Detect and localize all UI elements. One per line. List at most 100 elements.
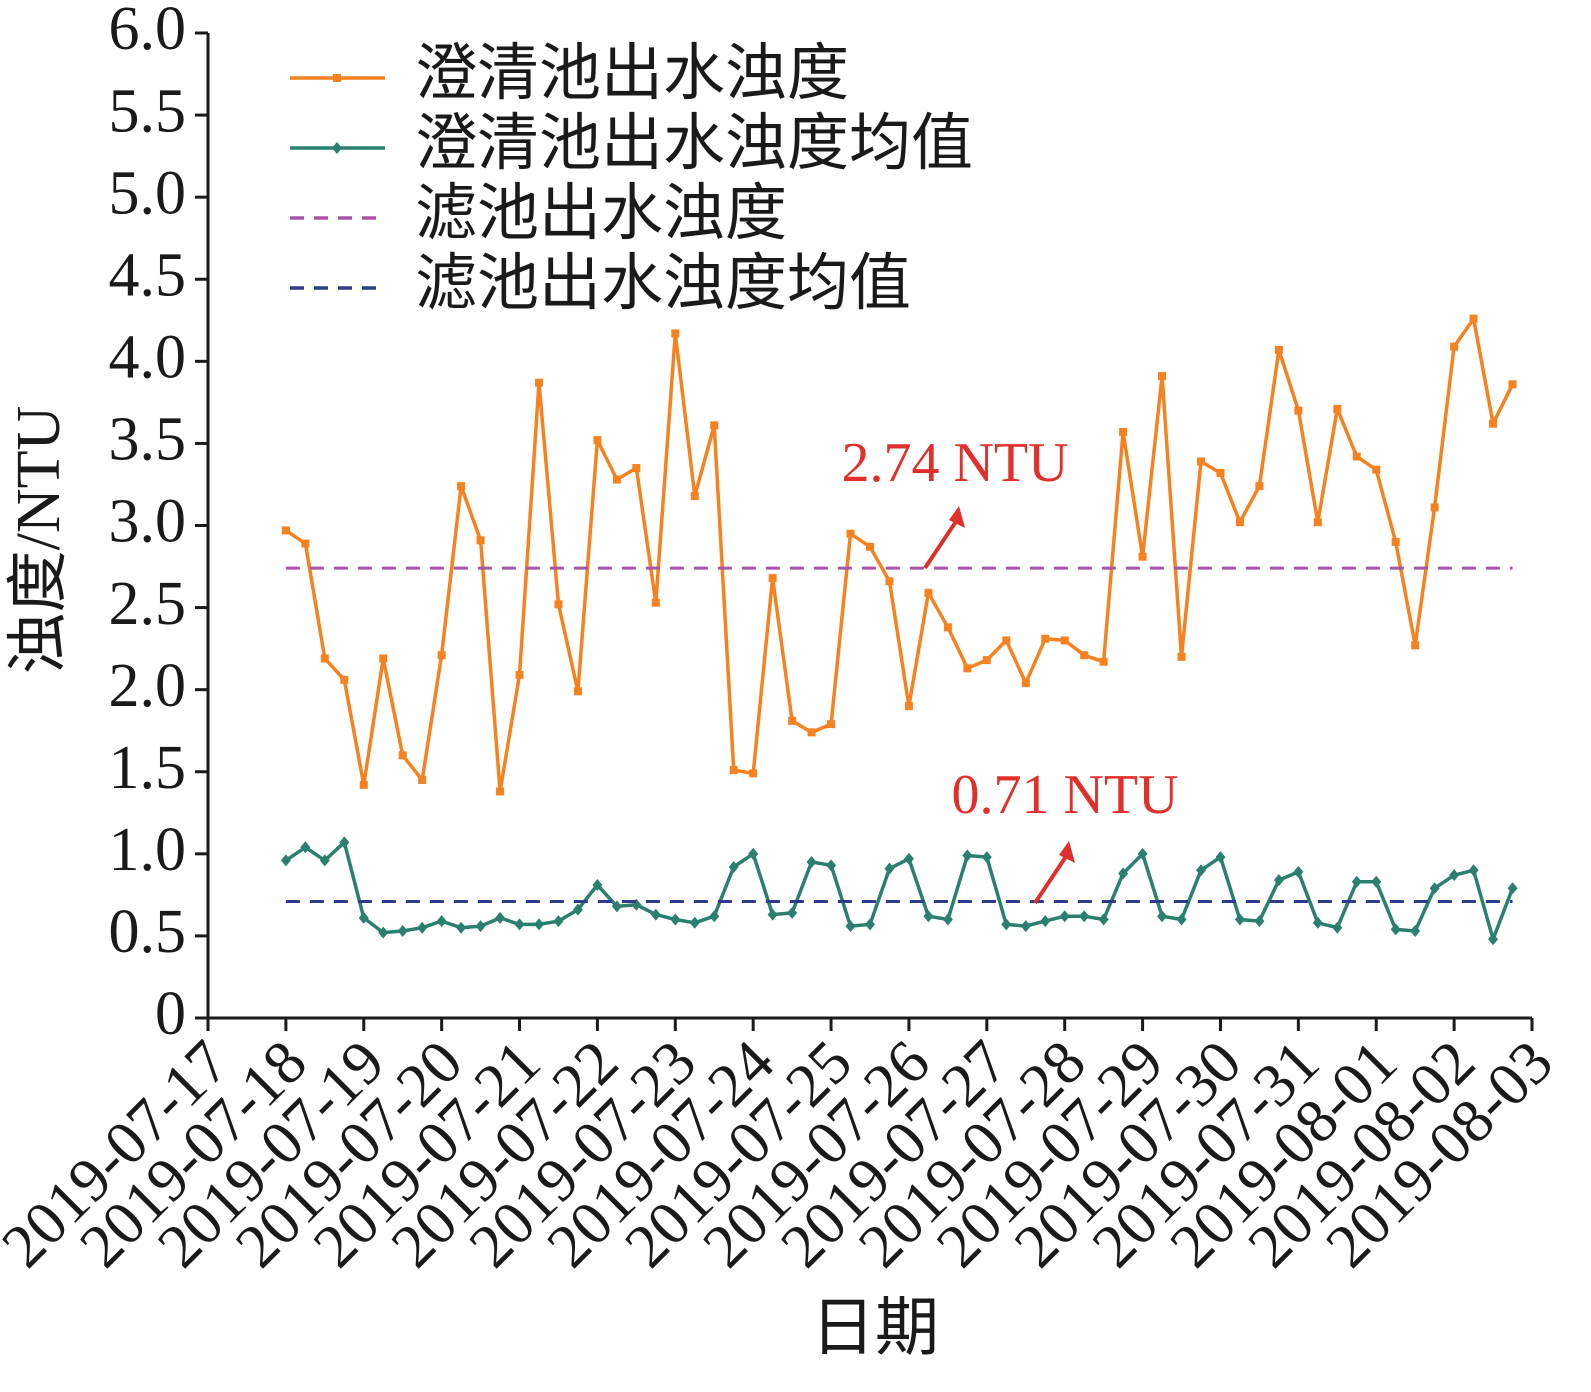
data-point xyxy=(1235,518,1244,527)
data-point xyxy=(904,702,913,711)
data-point xyxy=(768,574,777,583)
data-point xyxy=(1468,864,1479,877)
x-axis-label: 日期 xyxy=(811,1293,939,1364)
data-point xyxy=(1138,552,1147,561)
data-point xyxy=(670,913,681,926)
y-tick-label: 1.5 xyxy=(109,734,187,802)
data-point xyxy=(924,588,933,597)
data-point xyxy=(1273,874,1284,887)
data-point xyxy=(339,836,350,849)
data-point xyxy=(1332,921,1343,934)
data-point xyxy=(1351,875,1362,888)
data-point xyxy=(534,918,544,931)
data-point xyxy=(612,475,621,484)
data-point xyxy=(1177,652,1186,661)
data-point xyxy=(1429,882,1440,895)
data-point xyxy=(1197,457,1205,466)
data-point xyxy=(1430,503,1439,512)
legend-label: 滤池出水浊度均值 xyxy=(415,250,911,318)
data-point xyxy=(1216,468,1225,477)
data-point xyxy=(1274,345,1283,354)
data-point xyxy=(358,911,369,924)
data-point xyxy=(1059,910,1070,923)
data-point xyxy=(1215,851,1226,864)
data-point xyxy=(1099,657,1108,666)
y-tick-label: 5.5 xyxy=(109,77,187,145)
data-point xyxy=(1352,452,1361,461)
y-tick-label: 2.5 xyxy=(109,570,187,638)
data-point xyxy=(903,852,914,865)
data-point xyxy=(1489,419,1498,428)
data-point xyxy=(1119,427,1128,436)
y-tick-label: 0.5 xyxy=(109,898,187,966)
data-point xyxy=(398,751,407,760)
data-point xyxy=(1020,920,1031,933)
data-point xyxy=(1390,923,1401,936)
data-point xyxy=(535,378,543,387)
legend-marker xyxy=(333,74,341,82)
data-point xyxy=(1060,636,1069,645)
data-point xyxy=(1293,865,1304,878)
data-point xyxy=(923,910,934,923)
data-point xyxy=(1411,641,1420,650)
data-point xyxy=(495,911,506,924)
data-point xyxy=(1079,910,1090,923)
data-point xyxy=(827,720,836,729)
data-point xyxy=(319,854,330,867)
data-point xyxy=(378,926,389,939)
annotation: 0.71 NTU xyxy=(951,764,1178,826)
data-point xyxy=(1098,913,1109,926)
data-point xyxy=(514,918,525,931)
data-point xyxy=(1176,913,1187,926)
data-point xyxy=(690,491,699,500)
data-point xyxy=(301,539,310,548)
data-point xyxy=(1041,634,1050,643)
data-point xyxy=(963,664,972,673)
y-tick-label: 3.5 xyxy=(109,406,187,474)
data-point xyxy=(1254,915,1265,928)
data-point xyxy=(553,915,564,928)
y-tick-label: 1.0 xyxy=(109,816,187,884)
y-tick-label: 0 xyxy=(155,980,186,1048)
data-point xyxy=(866,542,874,551)
data-point xyxy=(1469,314,1478,323)
data-point xyxy=(632,464,641,473)
data-point xyxy=(457,482,466,491)
data-point xyxy=(475,920,486,933)
annotation-arrowhead xyxy=(1059,841,1075,863)
data-point xyxy=(320,654,329,663)
data-point xyxy=(709,910,720,923)
legend-label: 澄清池出水浊度均值 xyxy=(415,110,973,178)
data-point xyxy=(981,851,992,864)
data-point xyxy=(807,728,816,737)
legend-marker xyxy=(332,142,342,154)
y-tick-label: 2.0 xyxy=(109,652,187,720)
data-point xyxy=(806,856,817,869)
annotation-arrowhead xyxy=(949,506,965,528)
data-point xyxy=(1507,882,1518,895)
data-point xyxy=(592,879,603,892)
data-point xyxy=(884,862,895,875)
data-point xyxy=(1158,372,1167,381)
data-point xyxy=(845,920,856,933)
data-point xyxy=(1255,482,1264,491)
data-point xyxy=(1450,342,1459,351)
data-point xyxy=(1313,518,1322,527)
data-point xyxy=(1002,636,1011,645)
data-point xyxy=(1333,404,1342,413)
data-point xyxy=(496,787,505,796)
data-point xyxy=(593,436,602,445)
data-point xyxy=(572,903,583,916)
data-point xyxy=(437,651,446,660)
data-point xyxy=(1080,651,1089,660)
y-tick-label: 4.0 xyxy=(109,324,187,392)
data-point xyxy=(787,906,798,919)
data-point xyxy=(962,849,973,862)
data-point xyxy=(611,900,622,913)
data-point xyxy=(748,847,759,860)
data-point xyxy=(1391,537,1400,546)
data-point xyxy=(1234,913,1245,926)
data-point xyxy=(865,918,875,931)
data-point xyxy=(300,841,311,854)
data-point xyxy=(436,915,447,928)
